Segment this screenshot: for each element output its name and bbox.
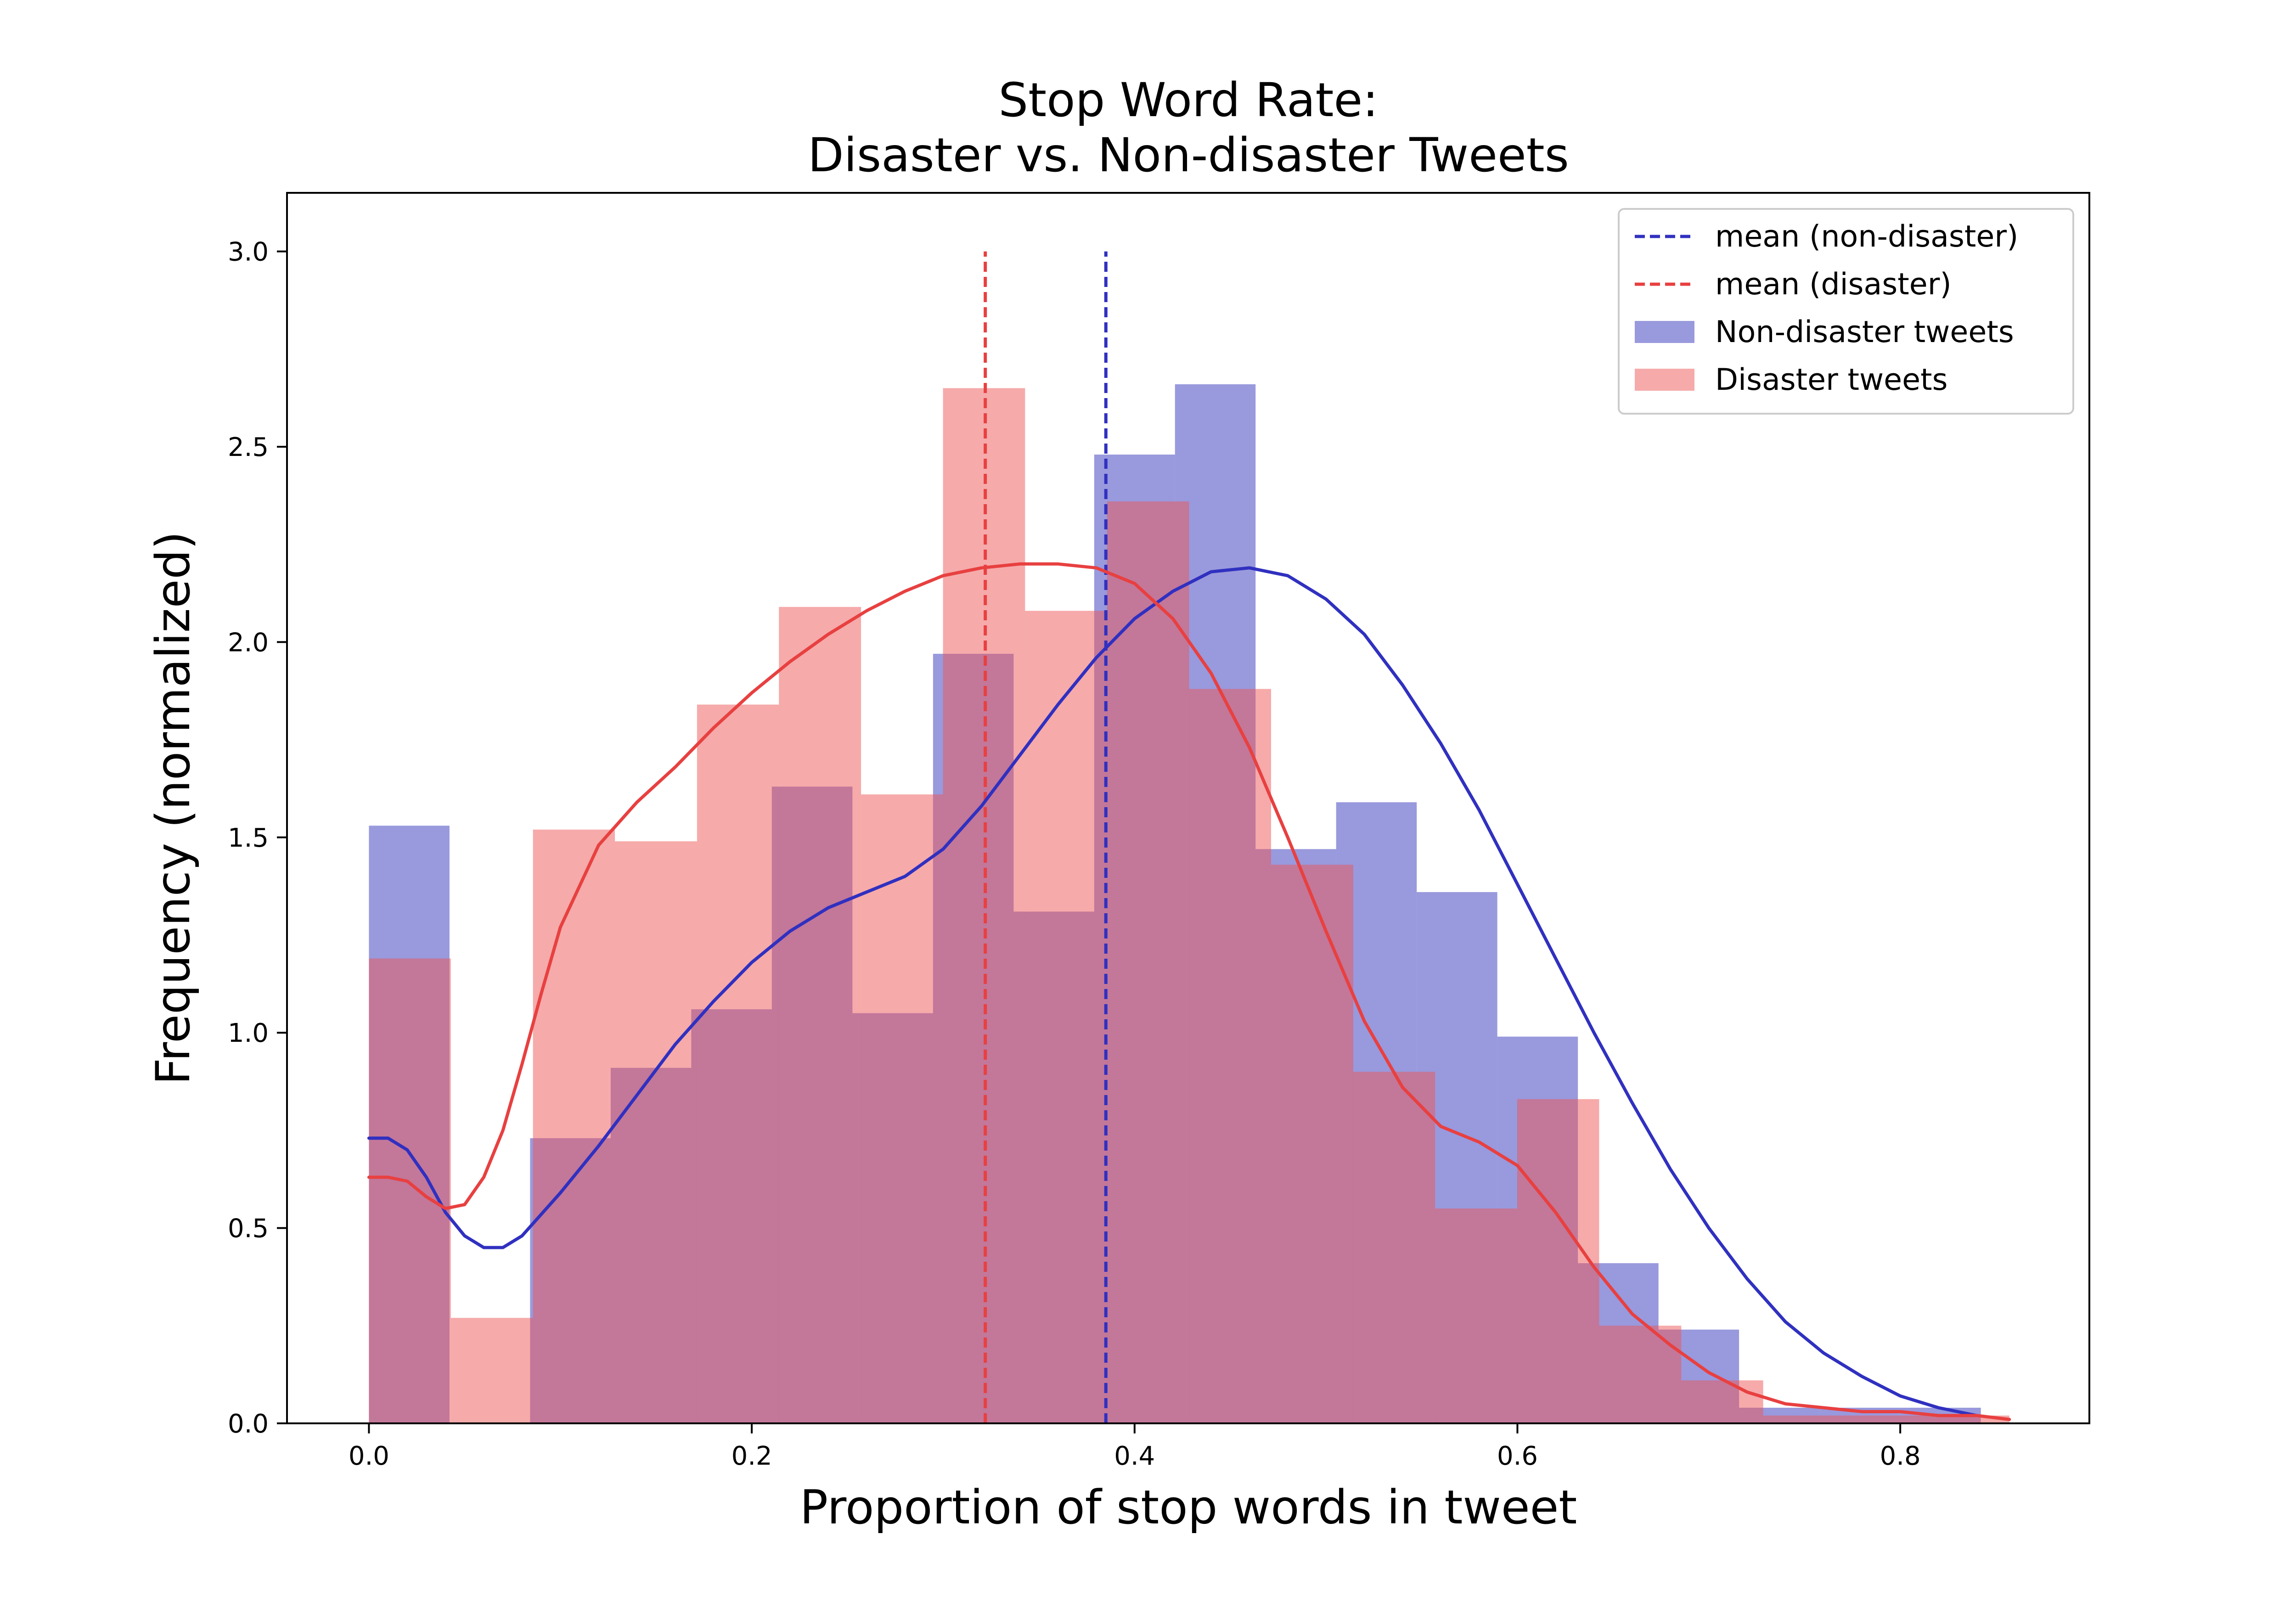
y-tick-label: 1.5 [228,823,269,853]
x-tick-label: 0.4 [1114,1441,1155,1471]
legend-label: Disaster tweets [1715,363,1948,397]
disaster-bar [1189,689,1271,1423]
disaster-bar [1599,1326,1682,1423]
y-tick-label: 0.5 [228,1214,269,1244]
legend: mean (non-disaster) mean (disaster) Non-di… [1618,208,2074,415]
x-tick-label: 0.8 [1880,1441,1921,1471]
legend-label: Non-disaster tweets [1715,315,2014,349]
y-tick-label: 0.0 [228,1409,269,1439]
disaster-bars [369,388,2009,1423]
plot-area [367,251,2011,1423]
y-tick-label: 2.5 [228,433,269,462]
legend-label: mean (disaster) [1715,267,1952,302]
y-axis-ticks: 0.0 0.5 1.0 1.5 2.0 2.5 3.0 [228,237,287,1439]
x-tick-label: 0.6 [1497,1441,1538,1471]
disaster-bar [779,607,861,1423]
chart-title-line-1: Stop Word Rate: [998,73,1378,128]
disaster-bar [1025,611,1107,1423]
x-tick-label: 0.2 [732,1441,772,1471]
legend-label: mean (non-disaster) [1715,219,2018,254]
disaster-bar [1517,1099,1599,1423]
x-axis-label: Proportion of stop words in tweet [800,1480,1577,1535]
non_disaster-legend-swatch [1635,321,1694,343]
disaster-bar [1271,865,1353,1423]
disaster-bar [697,704,779,1423]
disaster-bar [1107,501,1189,1423]
chart-title-line-2: Disaster vs. Non-disaster Tweets [808,128,1569,183]
x-axis-ticks: 0.0 0.2 0.4 0.6 0.8 [349,1423,1921,1471]
disaster-bar [1353,1072,1435,1423]
axes-frame [286,192,2090,1424]
disaster-bar [450,1318,533,1423]
disaster-bar [1435,1208,1518,1423]
x-tick-label: 0.0 [349,1441,389,1471]
y-tick-label: 1.0 [228,1018,269,1048]
disaster-bar [1681,1380,1763,1423]
disaster-bar [861,794,943,1423]
disaster-bar [533,829,615,1423]
y-axis-label: Frequency (normalized) [146,531,201,1085]
disaster-bar [1845,1415,1927,1423]
disaster-bar [369,958,451,1423]
disaster-kde-curve [367,562,2011,1421]
y-tick-label: 2.0 [228,628,269,657]
disaster-bar [1763,1415,1846,1423]
y-tick-label: 3.0 [228,237,269,267]
disaster-legend-swatch [1635,369,1694,391]
legend-box [1618,208,2074,415]
disaster-bar [615,841,697,1423]
non_disaster-kde-curve [367,566,1979,1417]
